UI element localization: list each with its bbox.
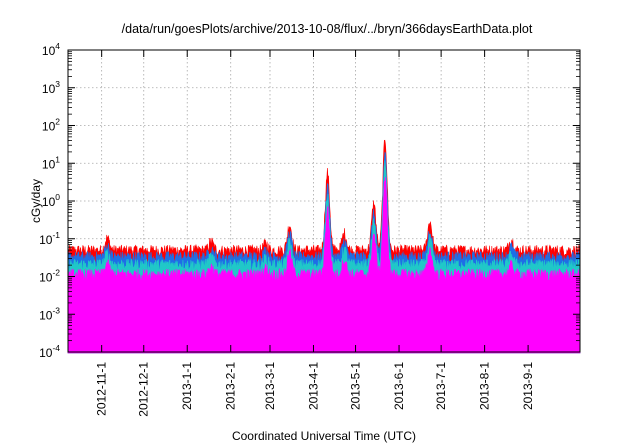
series-floor-band (68, 281, 580, 300)
y-axis-label: cGy/day (29, 179, 43, 223)
x-axis-label: Coordinated Universal Time (UTC) (232, 429, 416, 443)
x-tick-label: 2013-5-1 (349, 362, 363, 410)
chart-title: /data/run/goesPlots/archive/2013-10-08/f… (122, 22, 533, 36)
x-tick-label: 2013-3-1 (263, 362, 277, 410)
y-axis: 10-4 10-3 10-2 10-1 100 101 102 103 104 (39, 41, 580, 360)
y-tick-label: 10-1 (39, 230, 60, 247)
x-tick-label: 2013-6-1 (392, 362, 406, 410)
x-tick-label: 2013-8-1 (478, 362, 492, 410)
y-tick-label: 10-3 (39, 305, 60, 322)
x-tick-label: 2013-4-1 (306, 362, 320, 410)
x-tick-label: 2013-1-1 (180, 362, 194, 410)
x-tick-label: 2013-2-1 (224, 362, 238, 410)
x-tick-label: 2012-12-1 (137, 362, 151, 417)
x-tick-label: 2013-7-1 (434, 362, 448, 410)
y-tick-label: 104 (42, 41, 60, 58)
dropout-block (265, 299, 275, 352)
y-tick-label: 102 (42, 117, 60, 134)
series-layer (67, 139, 581, 354)
y-tick-label: 103 (42, 79, 60, 96)
y-tick-label: 10-2 (39, 268, 60, 285)
x-tick-label: 2012-11-1 (95, 362, 109, 416)
x-axis: 2012-11-1 2012-12-1 2013-1-1 2013-2-1 2013-3… (95, 50, 535, 417)
y-tick-label: 101 (42, 154, 60, 171)
y-tick-label: 10-4 (39, 343, 60, 360)
x-tick-label: 2013-9-1 (521, 362, 535, 410)
y-tick-label: 100 (42, 192, 60, 209)
series-area (67, 177, 581, 354)
